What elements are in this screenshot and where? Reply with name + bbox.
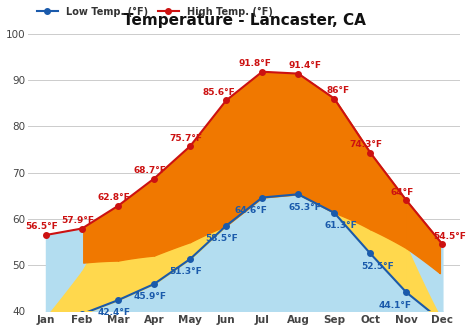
- High Temp. (°F): [223, 98, 229, 102]
- High Temp. (°F): [367, 151, 373, 155]
- Text: 62.8°F: 62.8°F: [98, 193, 130, 202]
- High Temp. (°F): [439, 242, 445, 246]
- Text: 68.7°F: 68.7°F: [134, 166, 166, 175]
- Text: 54.5°F: 54.5°F: [433, 232, 466, 241]
- Low Temp. (°F): [403, 290, 409, 294]
- Text: 56.5°F: 56.5°F: [26, 222, 58, 231]
- Text: 74.3°F: 74.3°F: [350, 140, 383, 149]
- High Temp. (°F): [295, 71, 301, 75]
- Low Temp. (°F): [331, 211, 337, 215]
- High Temp. (°F): [403, 198, 409, 202]
- Line: Low Temp. (°F): Low Temp. (°F): [43, 192, 445, 324]
- Title: Temperature - Lancaster, CA: Temperature - Lancaster, CA: [123, 14, 365, 28]
- Text: 42.4°F: 42.4°F: [97, 308, 130, 317]
- Low Temp. (°F): [223, 224, 229, 228]
- Low Temp. (°F): [151, 282, 157, 286]
- High Temp. (°F): [259, 70, 265, 74]
- Text: 86°F: 86°F: [327, 86, 350, 95]
- Low Temp. (°F): [79, 312, 85, 316]
- Legend: Low Temp. (°F), High Temp. (°F): Low Temp. (°F), High Temp. (°F): [33, 3, 277, 21]
- Text: 51.3°F: 51.3°F: [170, 267, 202, 276]
- High Temp. (°F): [187, 144, 193, 148]
- Text: 45.9°F: 45.9°F: [133, 292, 166, 301]
- Text: 61.3°F: 61.3°F: [325, 221, 357, 230]
- Text: 37.8°F: 37.8°F: [0, 330, 1, 331]
- Text: 39.4°F: 39.4°F: [0, 330, 1, 331]
- Low Temp. (°F): [259, 196, 265, 200]
- High Temp. (°F): [331, 97, 337, 101]
- Text: 44.1°F: 44.1°F: [379, 301, 412, 309]
- Text: 91.8°F: 91.8°F: [239, 59, 272, 68]
- Low Temp. (°F): [115, 298, 121, 302]
- Text: 91.4°F: 91.4°F: [289, 61, 322, 70]
- Text: 57.9°F: 57.9°F: [61, 216, 94, 225]
- Text: 65.3°F: 65.3°F: [289, 203, 321, 212]
- Text: 64°F: 64°F: [391, 188, 414, 197]
- Low Temp. (°F): [367, 252, 373, 256]
- Low Temp. (°F): [43, 315, 49, 319]
- High Temp. (°F): [115, 204, 121, 208]
- High Temp. (°F): [79, 226, 85, 230]
- Line: High Temp. (°F): High Temp. (°F): [43, 69, 445, 247]
- Text: 38.7°F: 38.7°F: [0, 330, 1, 331]
- Low Temp. (°F): [439, 319, 445, 323]
- Text: 85.6°F: 85.6°F: [203, 88, 236, 97]
- Low Temp. (°F): [187, 257, 193, 261]
- High Temp. (°F): [151, 176, 157, 180]
- High Temp. (°F): [43, 233, 49, 237]
- Low Temp. (°F): [295, 192, 301, 196]
- Text: 58.5°F: 58.5°F: [206, 234, 238, 243]
- Text: 75.7°F: 75.7°F: [169, 134, 202, 143]
- Text: 64.6°F: 64.6°F: [235, 206, 267, 215]
- Text: 52.5°F: 52.5°F: [361, 262, 393, 271]
